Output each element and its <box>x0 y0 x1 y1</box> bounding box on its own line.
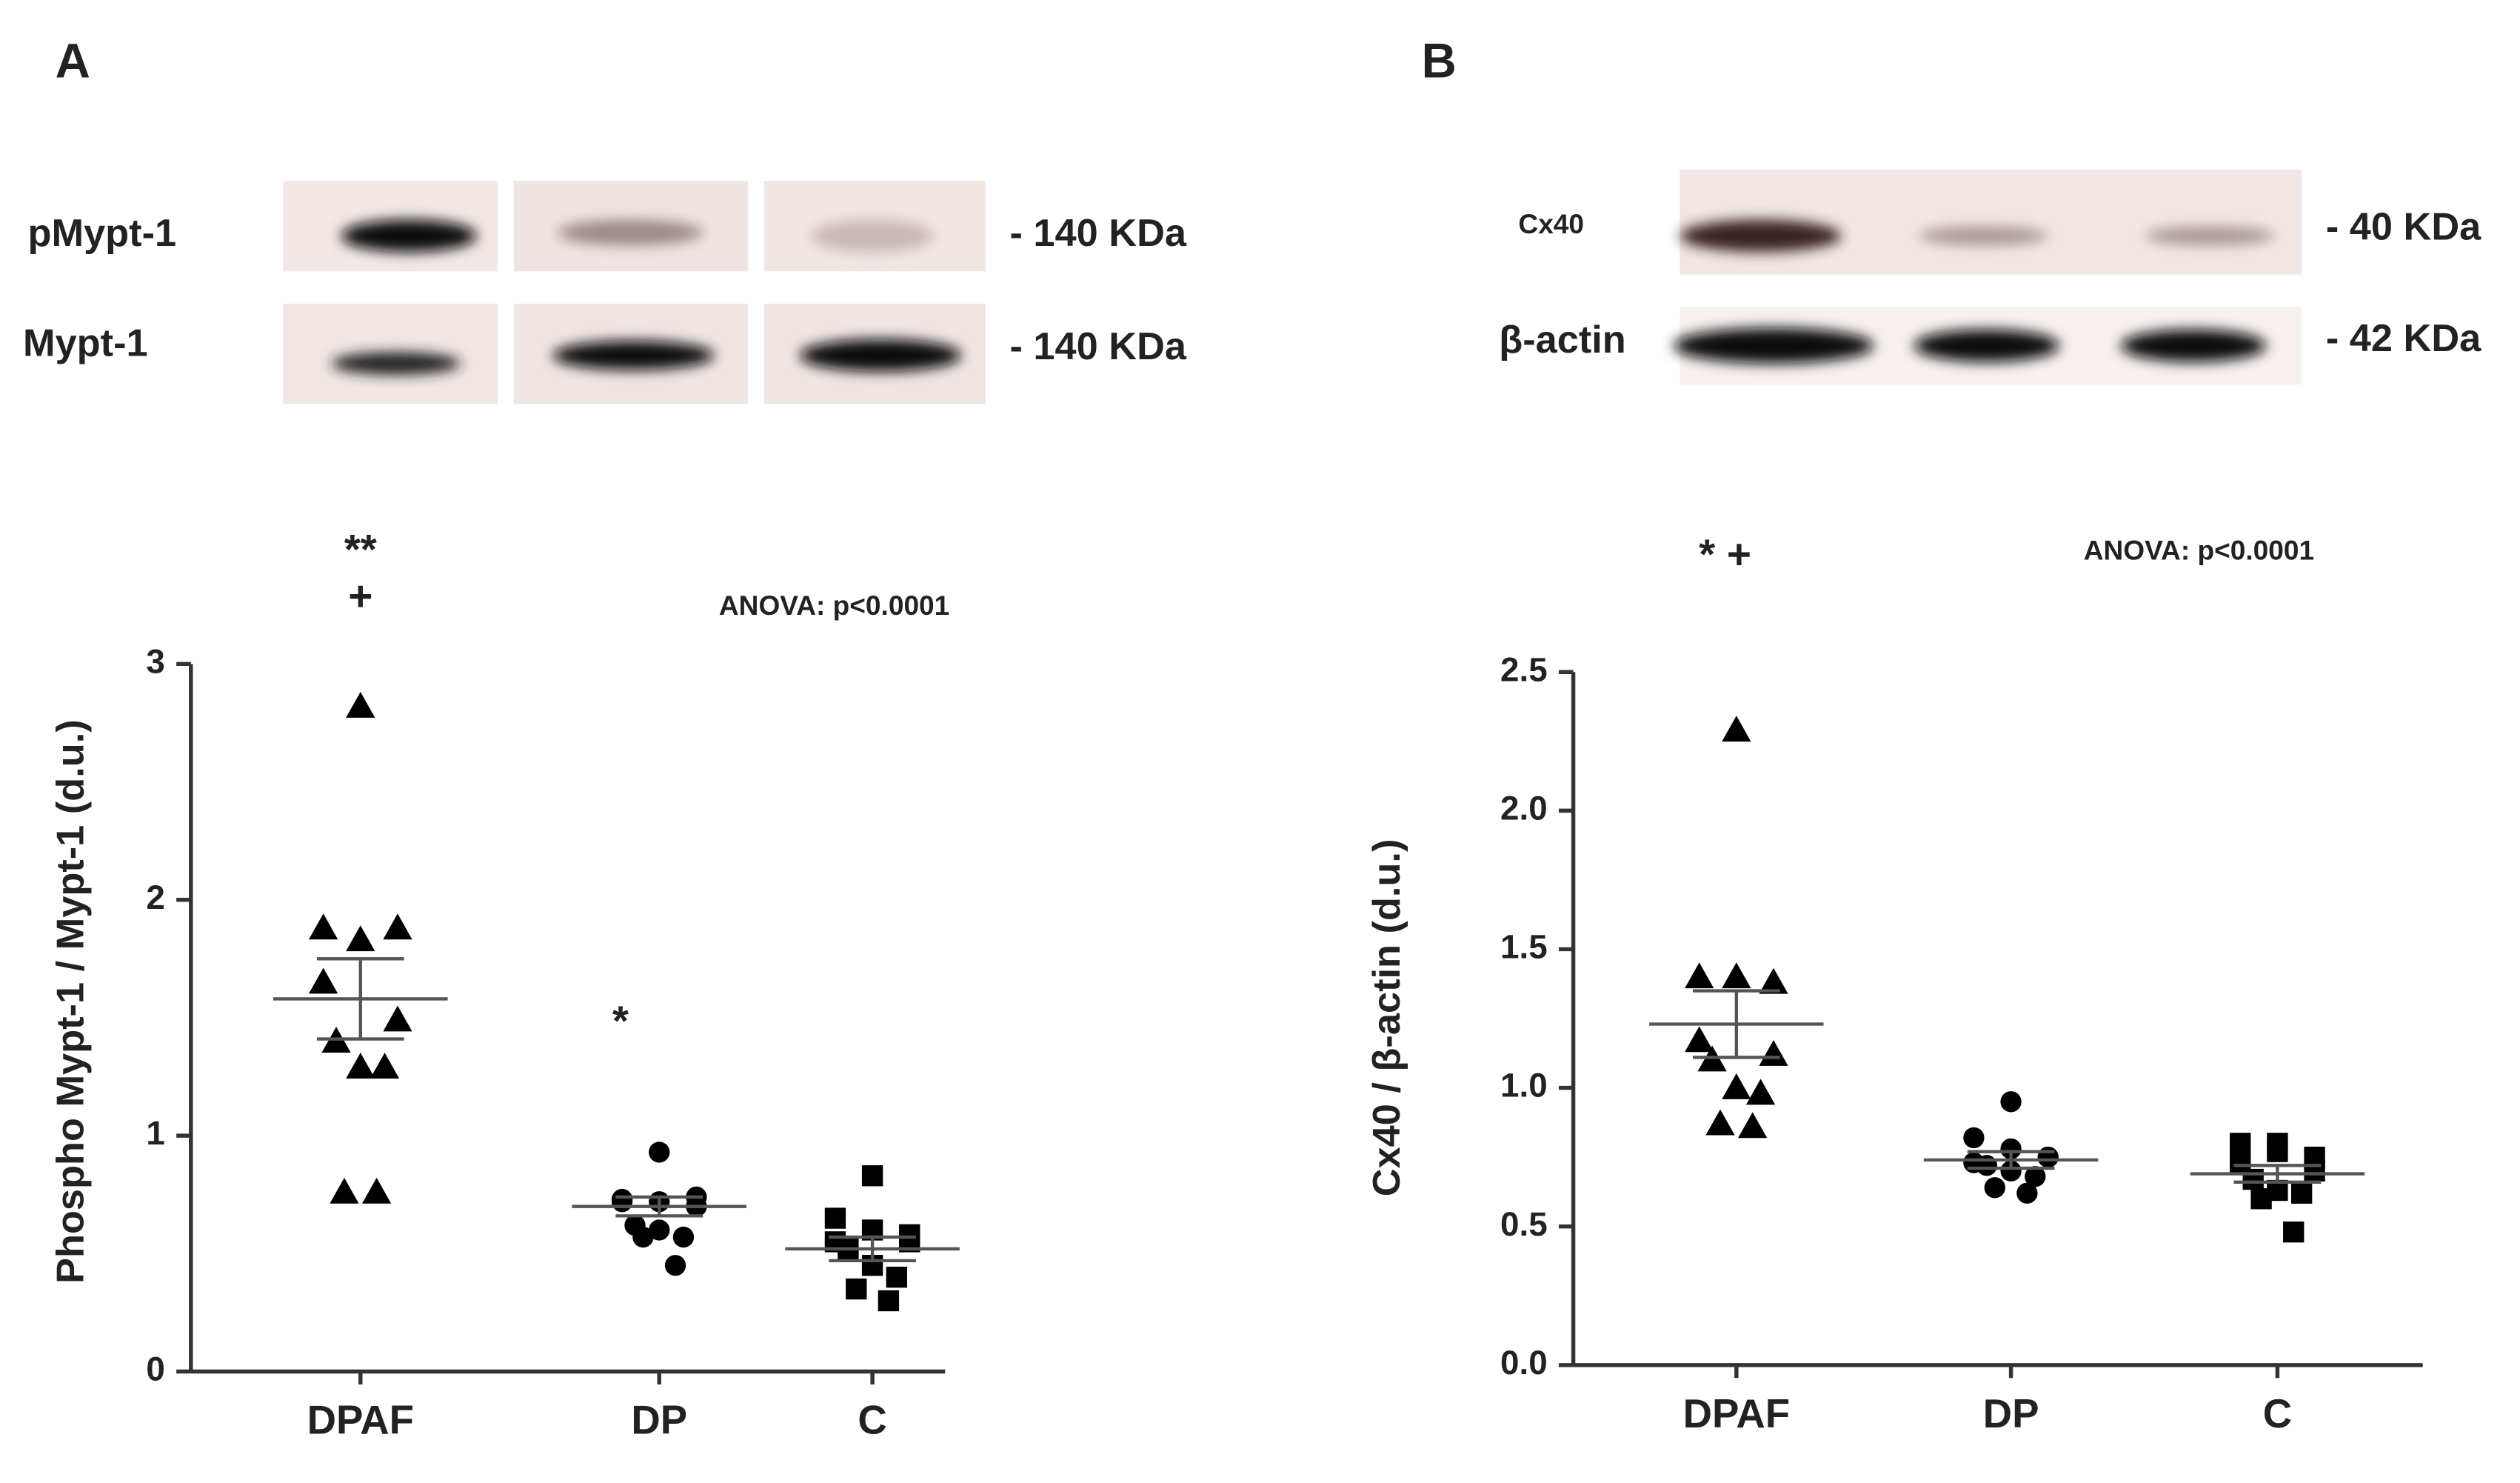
data-point <box>1722 962 1751 989</box>
data-point <box>2230 1133 2251 1154</box>
error-bar <box>2233 1164 2322 1184</box>
data-point <box>1759 1040 1788 1066</box>
panel-label: B <box>1422 34 1457 88</box>
y-axis-label: Phospho Mypt-1 / Mypt-1 (d.u.) <box>49 719 92 1284</box>
data-point <box>1705 1109 1735 1136</box>
data-point <box>2000 1138 2022 1160</box>
data-point <box>2250 1188 2272 1210</box>
data-point <box>632 1226 654 1248</box>
blot-label: Mypt-1 <box>23 322 148 365</box>
error-bar <box>1967 1150 2055 1170</box>
annotation: + <box>348 573 372 620</box>
data-point <box>1745 1079 1776 1105</box>
data-point <box>2290 1182 2313 1204</box>
blot-size: - 40 KDa <box>2326 206 2481 249</box>
data-point <box>861 1165 883 1187</box>
x-tick-label: DP <box>1983 1391 2039 1436</box>
data-point <box>846 1278 867 1300</box>
data-point <box>1685 1026 1714 1053</box>
y-tick-label: 2.5 <box>1500 650 1548 688</box>
blot-size: - 140 KDa <box>1009 325 1186 368</box>
data-point <box>346 925 375 952</box>
x-tick-label: C <box>858 1398 886 1443</box>
data-point <box>1984 1177 2005 1199</box>
error-bar <box>316 957 404 1041</box>
x-tick-label: DPAF <box>307 1398 414 1443</box>
data-point <box>1759 967 1788 994</box>
data-point <box>649 1219 670 1241</box>
data-point <box>361 1177 392 1204</box>
data-point <box>2000 1091 2022 1113</box>
y-tick-label: 3 <box>146 642 164 680</box>
data-point <box>383 1005 412 1032</box>
western-blot <box>283 181 986 404</box>
data-point <box>1963 1127 1985 1149</box>
data-point <box>649 1142 670 1163</box>
data-point <box>2283 1221 2305 1243</box>
x-tick-label: DP <box>631 1398 687 1443</box>
blot-label: pMypt-1 <box>28 212 177 255</box>
data-point <box>383 913 412 940</box>
data-point <box>370 1053 400 1079</box>
data-point <box>2304 1160 2325 1182</box>
data-point <box>346 1053 375 1079</box>
data-point <box>2000 1160 2022 1182</box>
annotation: ** <box>344 527 377 573</box>
x-tick-label: DPAF <box>1683 1391 1790 1436</box>
annotation: ANOVA: p<0.0001 <box>2084 535 2314 566</box>
y-tick-label: 2 <box>146 879 164 916</box>
y-axis-label: Cx40 / β-actin (d.u.) <box>1366 839 1408 1197</box>
data-point <box>886 1266 907 1288</box>
error-bar <box>615 1195 703 1218</box>
data-point <box>664 1255 686 1276</box>
blot-label: β-actin <box>1499 319 1626 361</box>
y-tick-label: 1 <box>146 1114 164 1152</box>
data-point <box>2267 1141 2288 1162</box>
y-tick-label: 0.5 <box>1500 1205 1548 1243</box>
data-point <box>2016 1182 2038 1204</box>
annotation: ANOVA: p<0.0001 <box>719 590 949 621</box>
data-point <box>611 1191 633 1213</box>
data-point <box>1722 1073 1751 1099</box>
data-point <box>1685 962 1714 989</box>
blot-size: - 140 KDa <box>1009 212 1186 255</box>
y-tick-label: 2.0 <box>1500 789 1548 827</box>
data-point <box>1738 1112 1768 1139</box>
data-point <box>330 1177 359 1204</box>
y-tick-label: 1.5 <box>1500 928 1548 966</box>
data-point <box>346 692 375 718</box>
data-point <box>1976 1155 1998 1176</box>
error-bar <box>1692 989 1780 1059</box>
annotation: * <box>612 999 629 1045</box>
y-tick-label: 1.0 <box>1500 1067 1548 1104</box>
panel-label: A <box>56 34 90 88</box>
data-point <box>2025 1166 2046 1187</box>
data-point <box>2242 1168 2264 1190</box>
data-point <box>672 1226 695 1248</box>
western-blot <box>1673 169 2302 385</box>
data-point <box>308 967 338 994</box>
data-point <box>1722 716 1751 742</box>
data-point <box>824 1207 846 1229</box>
data-point <box>878 1290 900 1312</box>
error-bar <box>829 1235 916 1263</box>
data-point <box>2037 1146 2059 1168</box>
blot-size: - 42 KDa <box>2326 317 2481 360</box>
y-tick-label: 0.0 <box>1500 1344 1548 1382</box>
blot-label: Cx40 <box>1518 208 1584 239</box>
data-point <box>308 913 338 940</box>
y-tick-label: 0 <box>146 1350 164 1388</box>
annotation: * + <box>1699 531 1751 578</box>
x-tick-label: C <box>2263 1391 2292 1436</box>
